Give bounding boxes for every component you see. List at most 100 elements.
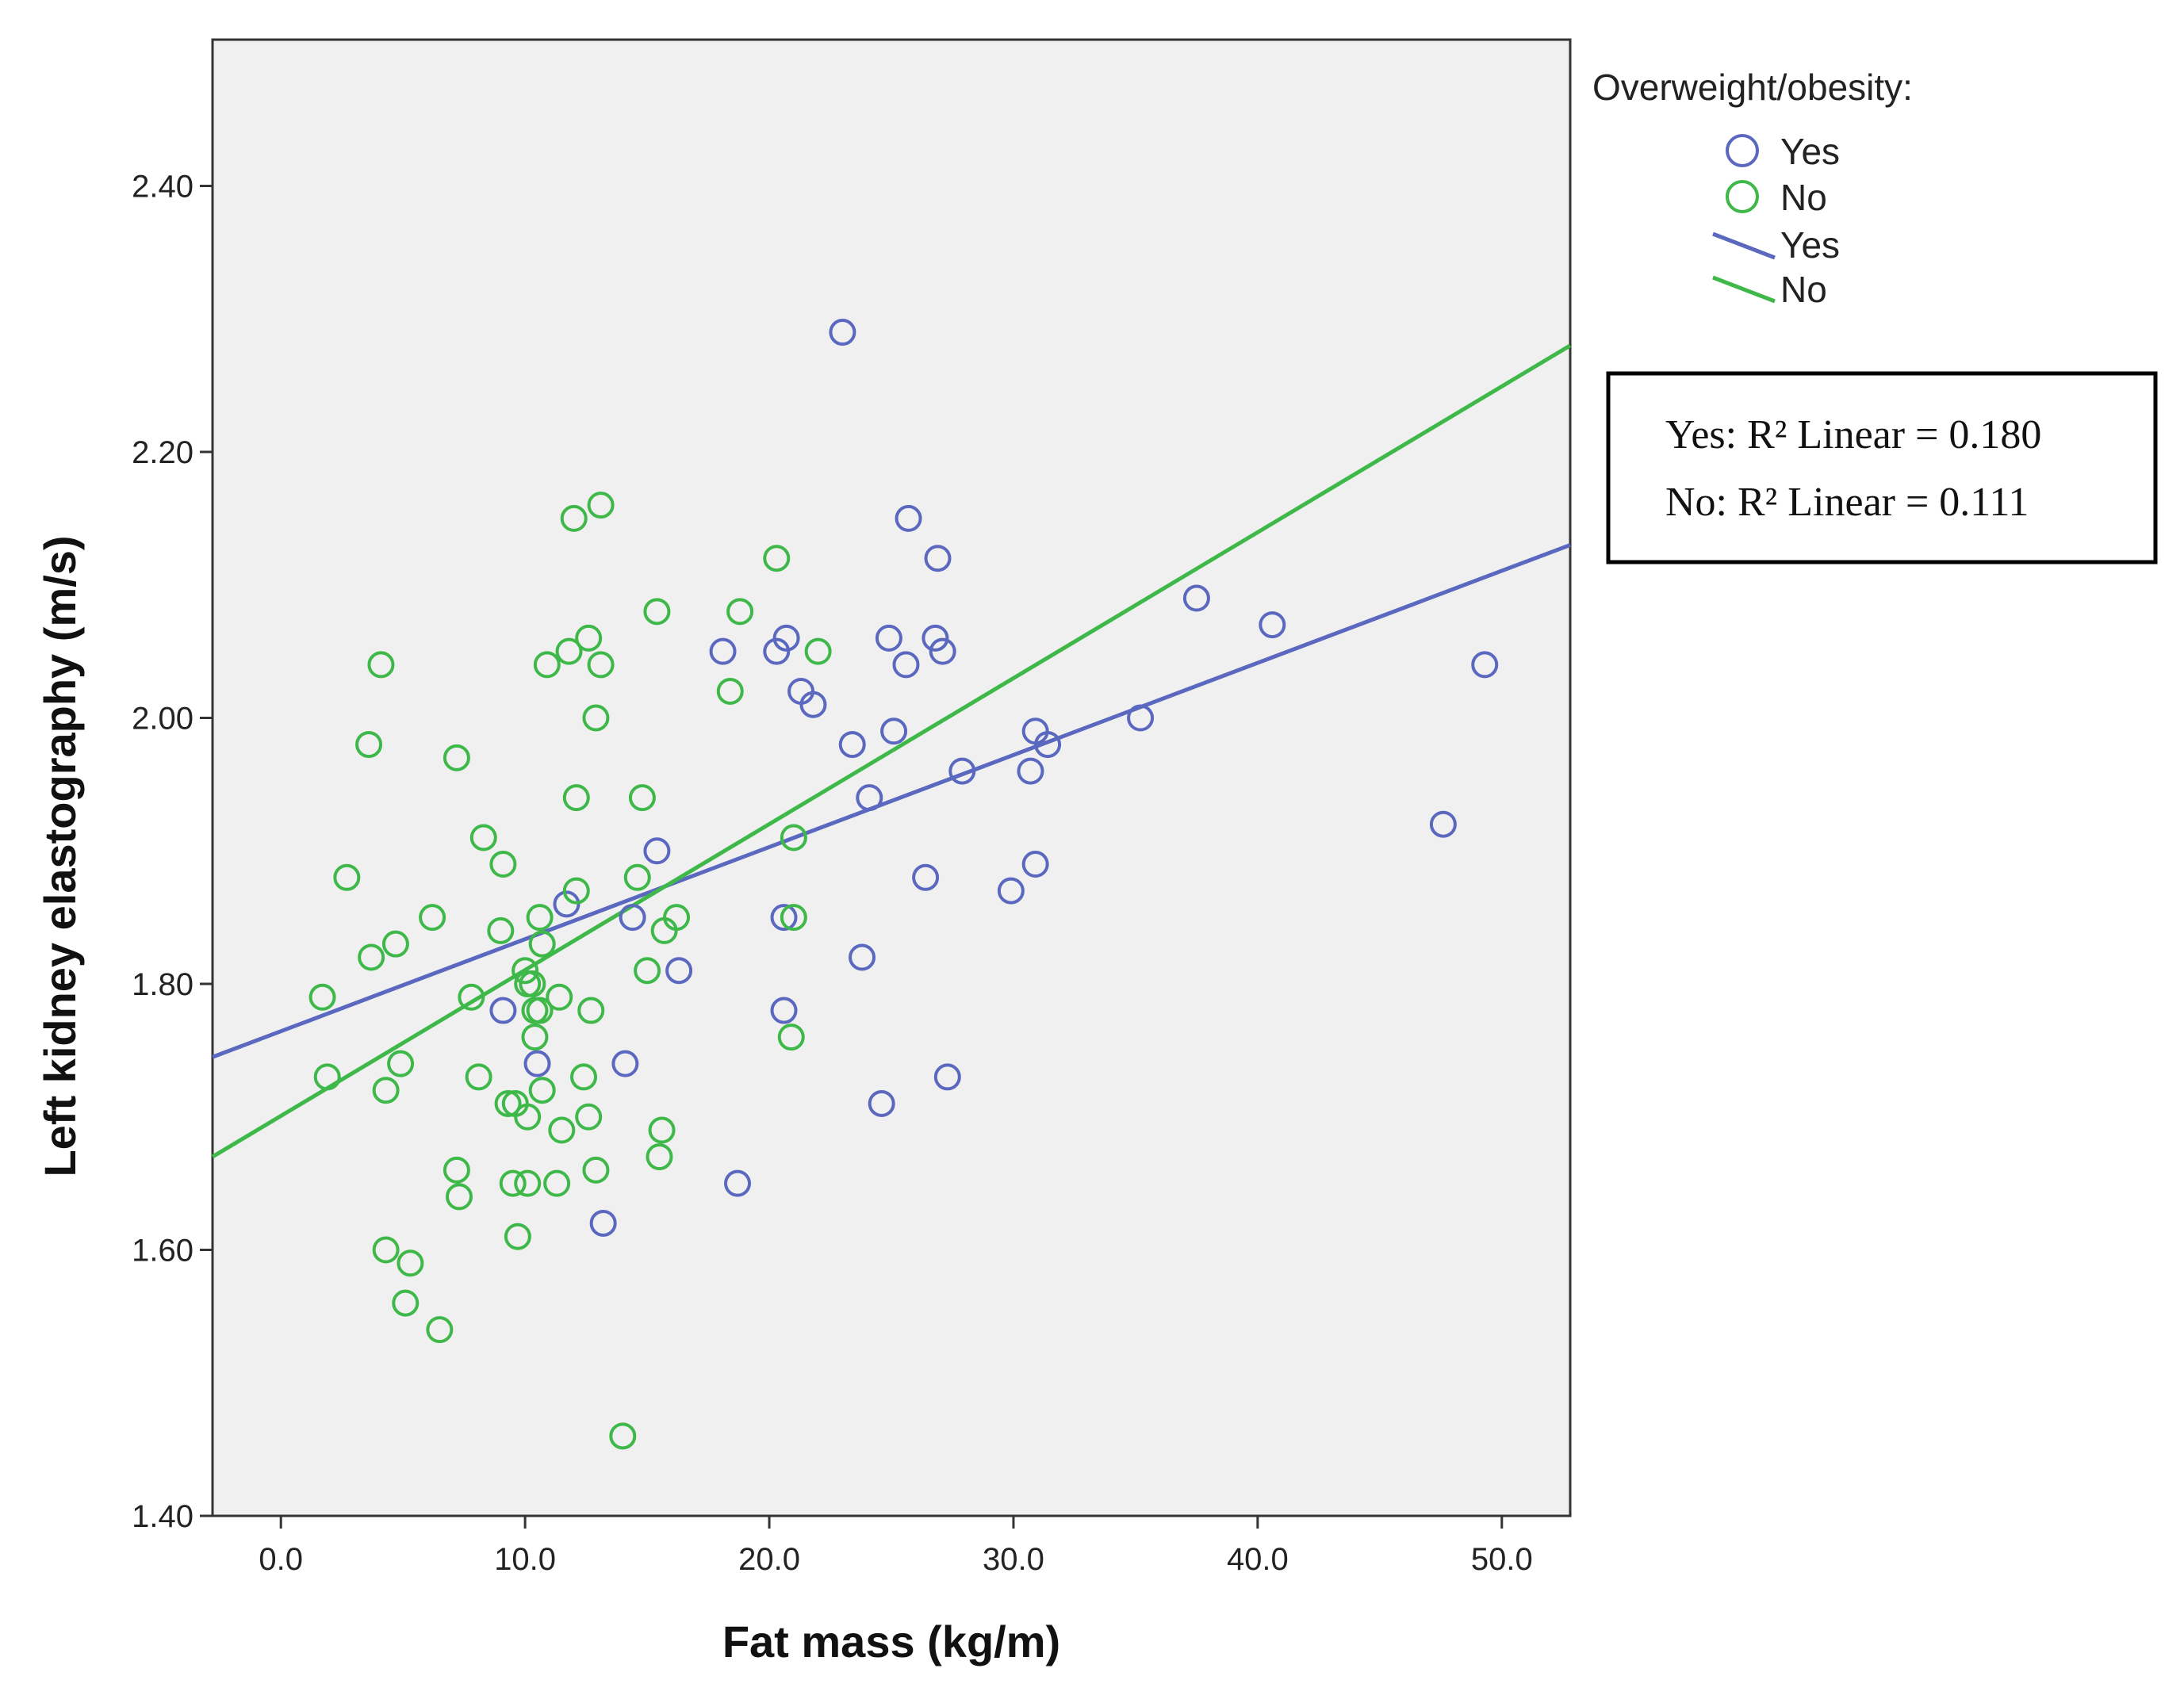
data-points — [308, 319, 1499, 1450]
fit-line-yes — [212, 543, 1571, 1059]
point-no — [387, 1050, 415, 1077]
point-no — [634, 957, 661, 985]
point-yes — [880, 717, 908, 745]
point-yes — [948, 757, 976, 785]
point-yes — [665, 957, 693, 985]
point-no — [514, 1103, 542, 1131]
point-yes — [875, 624, 902, 652]
point-no — [504, 1223, 531, 1250]
y-tick-label: 2.20 — [132, 435, 193, 470]
point-no — [445, 1183, 473, 1211]
point-no — [648, 1116, 676, 1144]
point-no — [543, 1169, 571, 1197]
point-no — [650, 916, 678, 944]
point-yes — [611, 1050, 639, 1077]
point-yes — [997, 877, 1025, 905]
point-no — [582, 704, 610, 732]
point-no — [777, 1024, 805, 1051]
point-yes — [924, 545, 952, 572]
legend-yes-marker-label: Yes — [1780, 131, 1840, 172]
point-yes — [921, 624, 949, 652]
y-tick-label: 1.40 — [132, 1499, 193, 1534]
point-no — [643, 598, 671, 626]
point-yes — [929, 637, 956, 665]
point-yes — [643, 837, 671, 865]
point-no — [465, 1063, 492, 1091]
point-no — [533, 651, 561, 679]
point-no — [514, 1169, 542, 1197]
point-no — [780, 904, 807, 932]
legend-no-line — [1712, 275, 1776, 304]
legend-yes-line — [1712, 232, 1776, 260]
point-yes — [1127, 704, 1155, 732]
point-no — [355, 731, 383, 759]
point-no — [609, 1422, 637, 1450]
point-no — [763, 545, 791, 572]
point-yes — [1021, 851, 1049, 878]
point-yes — [1471, 651, 1499, 679]
x-tick-label: 0.0 — [259, 1542, 303, 1577]
point-yes — [770, 997, 798, 1024]
point-yes — [895, 504, 922, 532]
plot-area — [211, 38, 1572, 1517]
point-no — [546, 983, 573, 1011]
point-no — [367, 651, 395, 679]
point-no — [582, 1156, 610, 1184]
point-no — [577, 997, 605, 1024]
legend: Overweight/obesity: Yes No Yes No — [1592, 67, 1913, 310]
point-no — [560, 504, 588, 532]
point-no — [526, 997, 554, 1024]
point-no — [587, 492, 615, 519]
point-yes — [770, 904, 798, 932]
point-no — [426, 1316, 454, 1344]
point-no — [548, 1116, 576, 1144]
point-no — [308, 983, 336, 1011]
point-yes — [829, 319, 856, 346]
x-tick-label: 10.0 — [494, 1542, 556, 1577]
point-no — [526, 904, 554, 932]
point-yes — [709, 637, 737, 665]
point-yes — [856, 784, 883, 812]
x-tick-label: 50.0 — [1471, 1542, 1533, 1577]
y-tick-label: 2.40 — [132, 170, 193, 205]
point-yes — [589, 1209, 617, 1237]
point-no — [458, 983, 485, 1011]
point-yes — [619, 904, 646, 932]
point-no — [562, 877, 590, 905]
point-no — [487, 916, 515, 944]
r-squared-no: No: R² Linear = 0.111 — [1665, 480, 2029, 525]
legend-title: Overweight/obesity: — [1592, 67, 1913, 108]
point-no — [570, 1063, 598, 1091]
x-tick-label: 40.0 — [1227, 1542, 1289, 1577]
y-tick-label: 2.00 — [132, 702, 193, 737]
point-yes — [1034, 731, 1062, 759]
point-no — [469, 824, 497, 851]
point-no — [372, 1077, 400, 1104]
point-no — [804, 637, 832, 665]
x-axis-title: Fat mass (kg/m) — [722, 1617, 1060, 1666]
point-no — [313, 1063, 341, 1091]
point-no — [512, 957, 539, 985]
legend-no-line-label: No — [1780, 269, 1827, 310]
y-axis-title: Left kidney elastography (m/s) — [35, 535, 85, 1177]
fit-lines — [211, 343, 1572, 1159]
axes: 1.40 1.60 1.80 2.00 2.20 2.40 0.0 10.0 20.0 30.0 4… — [132, 170, 1533, 1577]
point-no — [494, 1089, 522, 1117]
point-yes — [523, 1050, 551, 1077]
point-no — [587, 651, 615, 679]
point-no — [419, 904, 446, 932]
point-yes — [849, 943, 876, 971]
x-tick-label: 30.0 — [983, 1542, 1044, 1577]
point-no — [575, 1103, 603, 1131]
point-yes — [489, 997, 517, 1024]
point-no — [381, 930, 409, 958]
point-yes — [1259, 611, 1286, 639]
y-tick-label: 1.80 — [132, 967, 193, 1002]
fit-line-no — [211, 343, 1572, 1159]
point-yes — [763, 637, 791, 665]
y-tick-label: 1.60 — [132, 1234, 193, 1269]
point-no — [528, 1077, 556, 1104]
point-no — [726, 598, 754, 626]
point-no — [780, 824, 807, 851]
